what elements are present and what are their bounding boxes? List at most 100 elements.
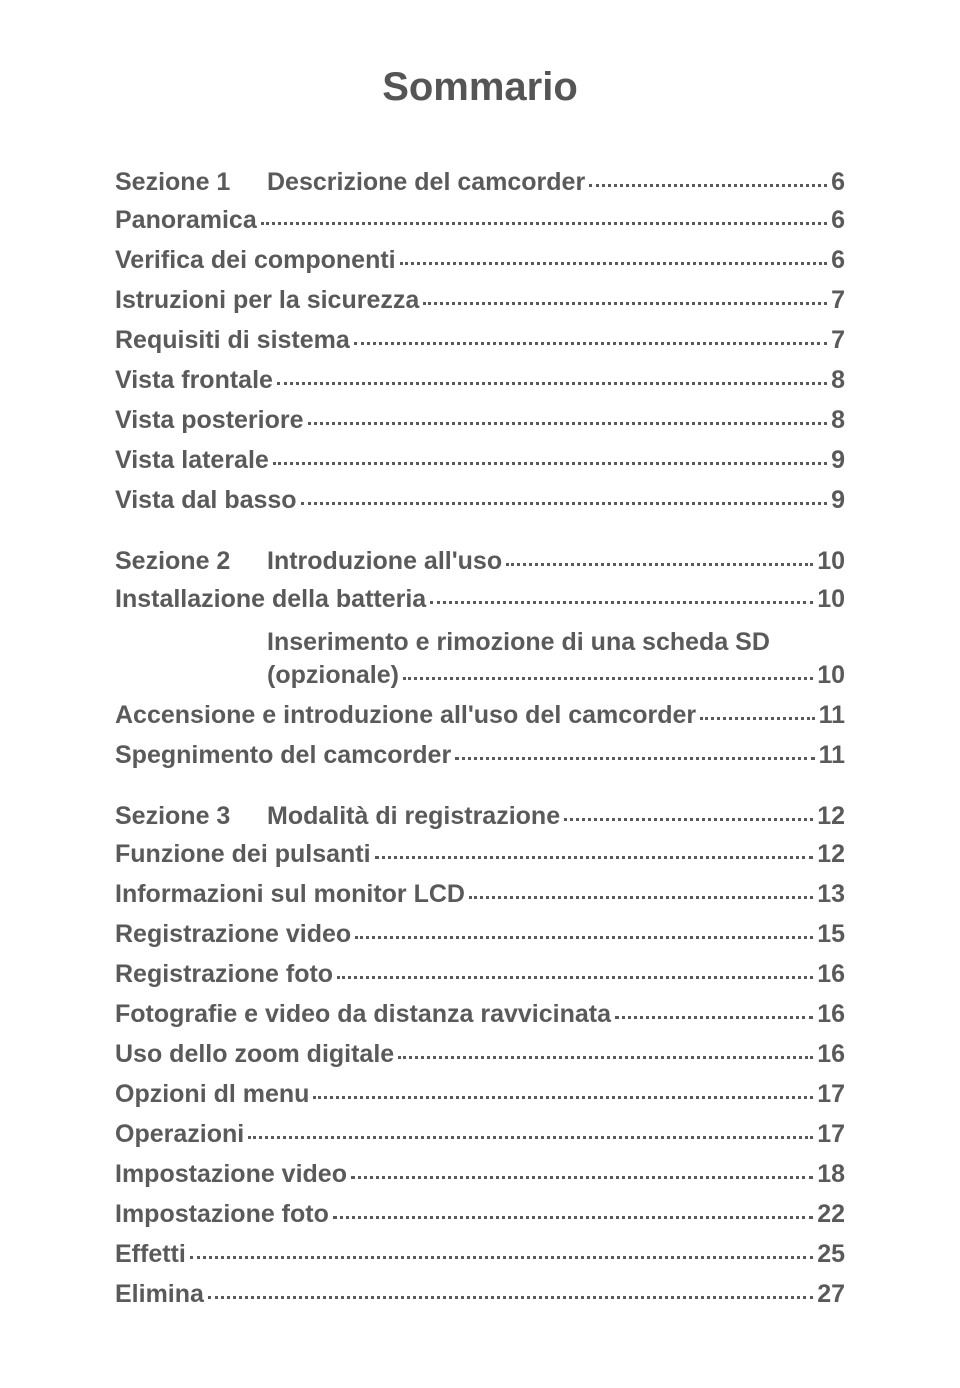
toc-entry: Introduzione all'uso 10 xyxy=(267,549,845,574)
toc-page-number: 22 xyxy=(817,1200,845,1229)
toc-entry-text: Accensione e introduzione all'uso del ca… xyxy=(115,701,696,730)
toc-page-number: 7 xyxy=(831,326,845,355)
toc-page-number: 18 xyxy=(817,1160,845,1189)
toc-entry: Impostazione foto 22 xyxy=(115,1200,845,1229)
toc-entry-text: Modalità di registrazione xyxy=(267,804,560,829)
dot-leaders xyxy=(469,896,813,899)
dot-leaders xyxy=(355,936,813,939)
toc-entry-multiline: Inserimento e rimozione di una scheda SD… xyxy=(267,625,845,690)
dot-leaders xyxy=(564,818,813,821)
toc-heading-row: Sezione 2Introduzione all'uso 10 xyxy=(115,549,845,574)
toc-page-number: 8 xyxy=(831,406,845,435)
toc-entry: Vista dal basso 9 xyxy=(115,486,845,515)
toc-entry: Uso dello zoom digitale 16 xyxy=(115,1040,845,1069)
toc-entry-text: Uso dello zoom digitale xyxy=(115,1040,394,1069)
dot-leaders xyxy=(423,302,827,305)
toc-page-number: 13 xyxy=(817,880,845,909)
toc-entry: Vista laterale 9 xyxy=(115,446,845,475)
toc-page-number: 9 xyxy=(831,446,845,475)
toc-page-number: 16 xyxy=(817,1000,845,1029)
dot-leaders xyxy=(248,1136,813,1139)
dot-leaders xyxy=(430,601,813,604)
toc-section: Sezione 1Descrizione del camcorder 6Pano… xyxy=(115,170,845,515)
toc-page-number: 6 xyxy=(831,170,845,195)
dot-leaders xyxy=(333,1216,813,1219)
toc-page-number: 6 xyxy=(831,246,845,275)
toc-page-number: 15 xyxy=(817,920,845,949)
toc-entry-text: Impostazione foto xyxy=(115,1200,329,1229)
toc-entry-text: (opzionale) xyxy=(267,661,399,690)
toc-section: Sezione 3Modalità di registrazione 12 Fun… xyxy=(115,804,845,1309)
toc-entry-text: Istruzioni per la sicurezza xyxy=(115,286,419,315)
toc-page-number: 10 xyxy=(817,549,845,574)
dot-leaders xyxy=(455,757,814,760)
toc-entry-text: Opzioni dl menu xyxy=(115,1080,309,1109)
dot-leaders xyxy=(337,976,813,979)
toc-page-number: 12 xyxy=(817,840,845,869)
toc-entry: Opzioni dl menu 17 xyxy=(115,1080,845,1109)
toc-entry-text: Vista frontale xyxy=(115,366,273,395)
toc-entry-text: Introduzione all'uso xyxy=(267,549,502,574)
toc-entry-text: Verifica dei componenti xyxy=(115,246,396,275)
toc-heading-row: Sezione 1Descrizione del camcorder 6 xyxy=(115,170,845,195)
toc-entry: Requisiti di sistema 7 xyxy=(115,326,845,355)
toc-entry: Panoramica 6 xyxy=(115,206,845,235)
dot-leaders xyxy=(398,1056,813,1059)
toc-entry: Installazione della batteria 10 xyxy=(115,585,845,614)
toc-heading-row: Sezione 3Modalità di registrazione 12 xyxy=(115,804,845,829)
toc-page-number: 9 xyxy=(831,486,845,515)
toc-page-number: 27 xyxy=(817,1280,845,1309)
toc-entry-text: Descrizione del camcorder xyxy=(267,170,585,195)
toc-entry: Funzione dei pulsanti 12 xyxy=(115,840,845,869)
toc-entry: Descrizione del camcorder 6 xyxy=(267,170,845,195)
toc-entry-text: Operazioni xyxy=(115,1120,244,1149)
toc-entry-text: Elimina xyxy=(115,1280,204,1309)
toc-entry: Informazioni sul monitor LCD 13 xyxy=(115,880,845,909)
toc-page-number: 12 xyxy=(817,804,845,829)
toc-entry-text: Vista posteriore xyxy=(115,406,304,435)
toc-entry-text: Funzione dei pulsanti xyxy=(115,840,371,869)
toc-page-number: 11 xyxy=(819,741,845,770)
toc-section: Sezione 2Introduzione all'uso 10 Installa… xyxy=(115,549,845,770)
toc-entry-text: Requisiti di sistema xyxy=(115,326,350,355)
dot-leaders xyxy=(301,502,828,505)
toc-page-number: 10 xyxy=(817,661,845,690)
toc-entry: Elimina 27 xyxy=(115,1280,845,1309)
toc-entry: Impostazione video 18 xyxy=(115,1160,845,1189)
section-label: Sezione 1 xyxy=(115,170,267,195)
dot-leaders xyxy=(313,1096,813,1099)
toc-entry-text: Installazione della batteria xyxy=(115,585,426,614)
toc-entry-text: Spegnimento del camcorder xyxy=(115,741,451,770)
toc-entry: Operazioni 17 xyxy=(115,1120,845,1149)
toc-page-number: 11 xyxy=(819,701,845,730)
toc-page-number: 16 xyxy=(817,1040,845,1069)
toc-page-number: 16 xyxy=(817,960,845,989)
toc-entry: Accensione e introduzione all'uso del ca… xyxy=(115,701,845,730)
dot-leaders xyxy=(308,422,828,425)
toc-entry: Fotografie e video da distanza ravvicina… xyxy=(115,1000,845,1029)
dot-leaders xyxy=(190,1256,813,1259)
dot-leaders xyxy=(273,462,827,465)
toc-page-number: 25 xyxy=(817,1240,845,1269)
dot-leaders xyxy=(277,382,827,385)
toc-page-number: 10 xyxy=(817,585,845,614)
dot-leaders xyxy=(208,1296,813,1299)
toc-page-number: 6 xyxy=(831,206,845,235)
toc-entry: Vista posteriore 8 xyxy=(115,406,845,435)
dot-leaders xyxy=(400,262,827,265)
toc-entry: Spegnimento del camcorder 11 xyxy=(115,741,845,770)
toc-page-number: 17 xyxy=(817,1080,845,1109)
toc-entry: (opzionale) 10 xyxy=(267,661,845,690)
toc-entry: Registrazione video 15 xyxy=(115,920,845,949)
toc-entry: Istruzioni per la sicurezza 7 xyxy=(115,286,845,315)
dot-leaders xyxy=(375,856,814,859)
dot-leaders xyxy=(351,1176,813,1179)
toc-entry-text: Panoramica xyxy=(115,206,257,235)
toc-entry-text: Impostazione video xyxy=(115,1160,347,1189)
toc-entry-text: Inserimento e rimozione di una scheda SD xyxy=(267,625,845,661)
toc-entry: Registrazione foto 16 xyxy=(115,960,845,989)
toc-entry-text: Vista laterale xyxy=(115,446,269,475)
dot-leaders xyxy=(700,717,814,720)
toc-entry: Modalità di registrazione 12 xyxy=(267,804,845,829)
toc-entry: Vista frontale 8 xyxy=(115,366,845,395)
